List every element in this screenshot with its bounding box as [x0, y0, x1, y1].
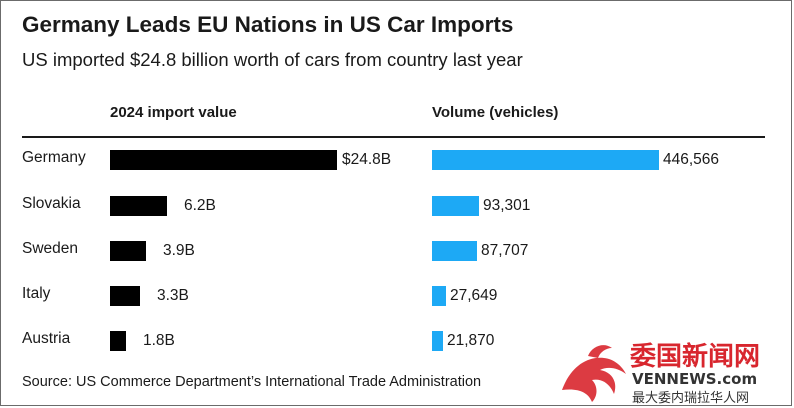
volume-label-austria: 21,870: [447, 332, 495, 349]
value-label-sweden: 3.9B: [163, 242, 195, 259]
volume-label-italy: 27,649: [450, 287, 498, 304]
volume-bar-austria: [432, 331, 443, 351]
category-label-slovakia: Slovakia: [22, 195, 81, 212]
value-bar-sweden: [110, 241, 146, 261]
watermark-tagline: 最大委内瑞拉华人网: [632, 390, 749, 406]
volume-bar-sweden: [432, 241, 477, 261]
value-label-italy: 3.3B: [157, 287, 189, 304]
category-label-austria: Austria: [22, 330, 71, 347]
volume-label-sweden: 87,707: [481, 242, 529, 259]
value-bar-austria: [110, 331, 126, 351]
value-label-slovakia: 6.2B: [184, 197, 216, 214]
category-label-sweden: Sweden: [22, 240, 79, 257]
column-header-value: 2024 import value: [110, 104, 237, 121]
dragon-icon: [562, 345, 626, 402]
chart-title: Germany Leads EU Nations in US Car Impor…: [22, 12, 514, 37]
source-note: Source: US Commerce Department’s Interna…: [22, 374, 482, 390]
volume-bar-germany: [432, 150, 659, 170]
value-label-germany: $24.8B: [342, 151, 392, 168]
value-bar-germany: [110, 150, 337, 170]
chart-subtitle: US imported $24.8 billion worth of cars …: [22, 49, 523, 70]
category-label-germany: Germany: [22, 149, 86, 166]
volume-bar-slovakia: [432, 196, 479, 216]
value-label-austria: 1.8B: [143, 332, 175, 349]
volume-label-slovakia: 93,301: [483, 197, 531, 214]
volume-label-germany: 446,566: [663, 151, 720, 168]
watermark-url: VENNEWS.com: [632, 370, 757, 388]
header-rule: [22, 136, 765, 138]
column-header-volume: Volume (vehicles): [432, 104, 559, 121]
watermark-logo-text: 委国新闻网: [630, 341, 760, 372]
value-bar-italy: [110, 286, 140, 306]
category-label-italy: Italy: [22, 285, 51, 302]
volume-bar-italy: [432, 286, 446, 306]
watermark-logo: 委国新闻网 VENNEWS.com 最大委内瑞拉华人网: [562, 341, 760, 406]
value-bar-slovakia: [110, 196, 167, 216]
